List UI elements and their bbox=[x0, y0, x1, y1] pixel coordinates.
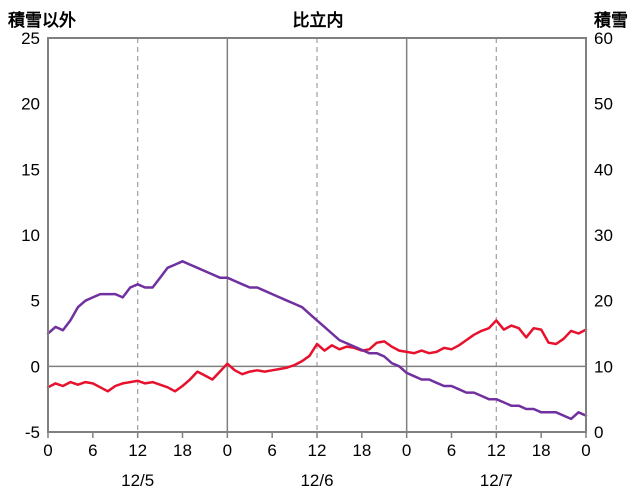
x-axis-tick-label: 0 bbox=[43, 441, 52, 460]
left-axis-tick-label: 10 bbox=[21, 226, 40, 245]
right-axis-tick-label: 40 bbox=[594, 160, 613, 179]
left-axis-tick-label: 25 bbox=[21, 29, 40, 48]
x-axis-tick-label: 6 bbox=[88, 441, 97, 460]
x-axis-day-label: 12/7 bbox=[480, 471, 513, 490]
x-axis-tick-label: 0 bbox=[223, 441, 232, 460]
x-axis-tick-label: 18 bbox=[173, 441, 192, 460]
right-axis-tick-label: 50 bbox=[594, 95, 613, 114]
x-axis-day-label: 12/5 bbox=[121, 471, 154, 490]
left-axis-tick-label: 15 bbox=[21, 160, 40, 179]
left-axis-tick-label: 0 bbox=[31, 357, 40, 376]
x-axis-tick-label: 12 bbox=[308, 441, 327, 460]
right-axis-tick-label: 0 bbox=[594, 423, 603, 442]
x-axis-tick-label: 12 bbox=[487, 441, 506, 460]
series-line-snow-depth-right-axis bbox=[46, 260, 588, 421]
right-axis-tick-label: 60 bbox=[594, 29, 613, 48]
x-axis-tick-label: 0 bbox=[581, 441, 590, 460]
left-axis-tick-label: 20 bbox=[21, 95, 40, 114]
left-axis-tick-label: 5 bbox=[31, 292, 40, 311]
x-axis-tick-label: 6 bbox=[267, 441, 276, 460]
right-axis-tick-label: 10 bbox=[594, 357, 613, 376]
x-axis-day-label: 12/6 bbox=[300, 471, 333, 490]
x-axis-tick-label: 0 bbox=[402, 441, 411, 460]
x-axis-tick-label: 6 bbox=[447, 441, 456, 460]
right-axis-tick-label: 30 bbox=[594, 226, 613, 245]
chart-title: 比立内 bbox=[292, 11, 344, 30]
left-axis-tick-label: -5 bbox=[25, 423, 40, 442]
series-line-temperature-left-axis bbox=[46, 319, 588, 393]
right-axis-tick-label: 20 bbox=[594, 292, 613, 311]
x-axis-tick-label: 18 bbox=[532, 441, 551, 460]
x-axis-tick-label: 18 bbox=[352, 441, 371, 460]
left-axis-title: 積雪以外 bbox=[8, 11, 76, 30]
x-axis-tick-label: 12 bbox=[128, 441, 147, 460]
right-axis-title: 積雪 bbox=[594, 11, 628, 30]
